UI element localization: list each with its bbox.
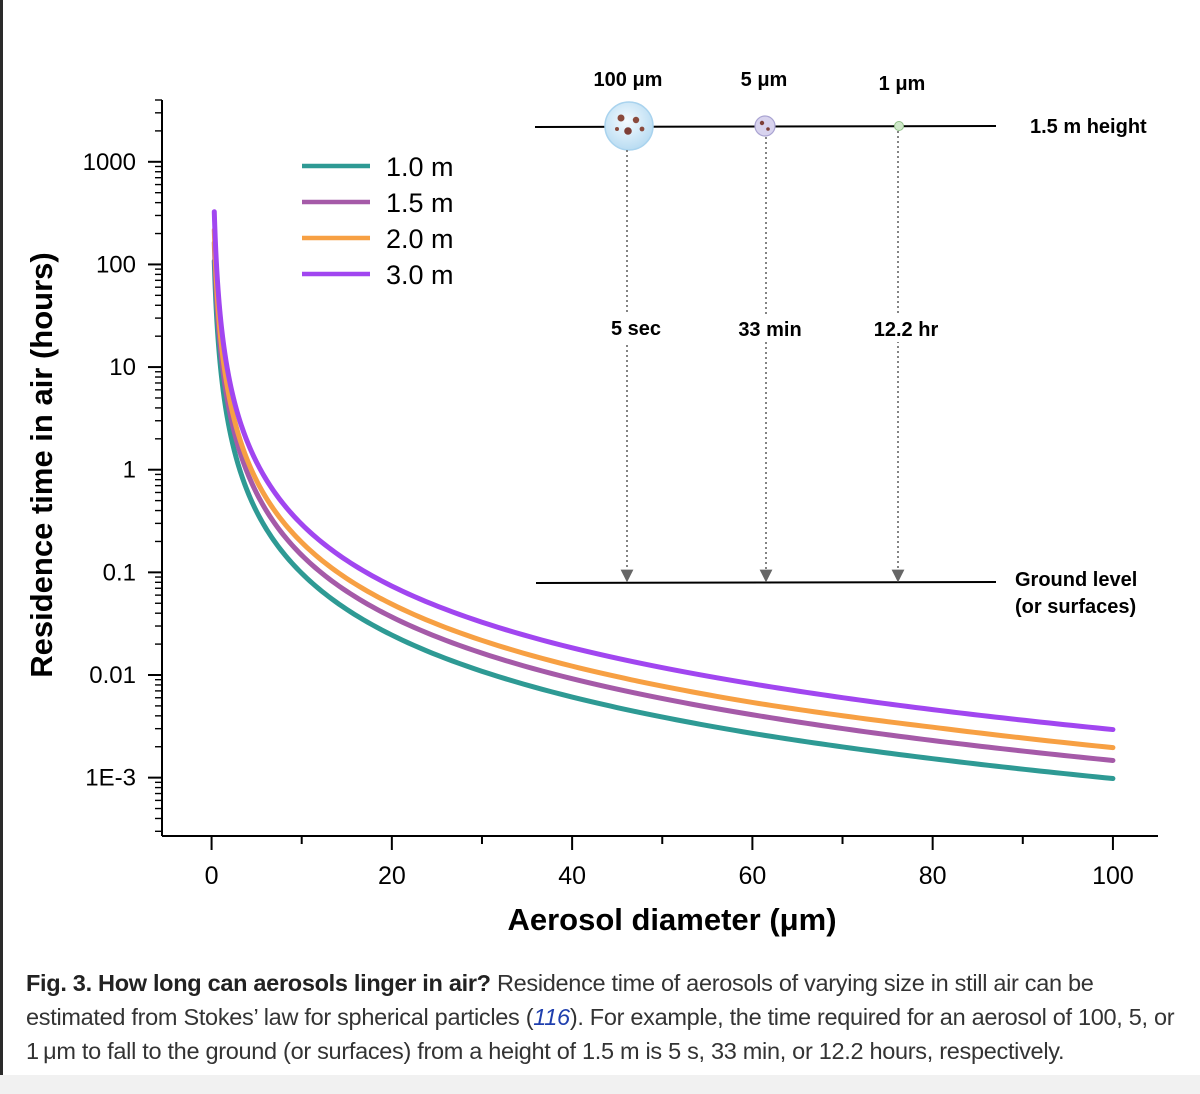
ground-line — [535, 581, 997, 584]
residence-time-chart: 1000 100 10 1 0.1 0.01 1E-3 0 20 40 60 80 100 Aeros… — [24, 69, 1158, 937]
x-tick-label: 80 — [919, 862, 947, 890]
y-tick-label: 10 — [109, 354, 136, 381]
figure-caption: Fig. 3. How long can aerosols linger in … — [26, 966, 1186, 1068]
droplet-100um — [604, 101, 654, 151]
height-line-label: 1.5 m height — [1030, 116, 1147, 138]
series-line-4 — [211, 209, 1116, 733]
y-tick-label: 0.1 — [103, 559, 136, 586]
ground-line-label-1: Ground level — [1015, 569, 1137, 591]
x-tick-label: 100 — [1092, 862, 1134, 890]
time-label-bg-2 — [733, 314, 809, 342]
droplet-5um — [754, 115, 776, 137]
x-axis-label: Aerosol diameter (μm) — [507, 902, 836, 937]
x-tick-label: 0 — [205, 862, 219, 890]
y-tick-label: 0.01 — [89, 662, 136, 689]
virus-particle — [639, 126, 645, 132]
virus-particle — [615, 127, 619, 131]
x-tick-label: 40 — [558, 862, 586, 890]
caption-body-1: Residence time of aerosols of varying si… — [26, 970, 1094, 1030]
virus-particle — [617, 114, 625, 122]
fall-time-label-3: 12.2 hr — [874, 319, 939, 341]
virus-particle — [766, 127, 770, 131]
page-bottom-band — [0, 1075, 1200, 1094]
caption-title: Fig. 3. How long can aerosols linger in … — [26, 970, 491, 996]
ground-line-label-2: (or surfaces) — [1015, 596, 1136, 618]
caption-body-2: ). For example, the time required for an… — [26, 1004, 1175, 1064]
particle-size-label-3: 1 μm — [879, 73, 926, 95]
legend: 1.0 m 1.5 m 2.0 m 3.0 m — [302, 152, 454, 290]
droplet-1um — [894, 121, 904, 131]
page-left-rule — [0, 0, 3, 1094]
legend-label-2: 1.5 m — [386, 188, 454, 218]
y-axis-label: Residence time in air (hours) — [24, 252, 59, 678]
virus-particle — [759, 120, 765, 126]
settling-diagram: 1.5 m height Ground level (or surfaces) … — [534, 69, 1147, 618]
legend-label-3: 2.0 m — [386, 224, 454, 254]
virus-particle — [632, 116, 640, 124]
particle-size-label-1: 100 μm — [594, 69, 663, 91]
y-tick-label: 100 — [96, 251, 136, 278]
y-tick-label: 1000 — [83, 149, 136, 176]
time-label-bg-3 — [866, 314, 946, 342]
virus-particle — [624, 127, 632, 135]
x-tick-label: 20 — [378, 862, 406, 890]
series-line-2 — [211, 240, 1116, 763]
reference-link[interactable]: 116 — [533, 1004, 570, 1030]
time-label-bg-1 — [597, 314, 657, 342]
legend-label-4: 3.0 m — [386, 260, 454, 290]
legend-label-1: 1.0 m — [386, 152, 454, 182]
particle-size-label-2: 5 μm — [741, 69, 788, 91]
y-tick-label: 1E-3 — [85, 765, 136, 792]
fall-time-label-1: 5 sec — [611, 318, 661, 340]
y-tick-label: 1 — [123, 457, 136, 484]
fall-time-label-2: 33 min — [738, 319, 801, 341]
x-tick-label: 60 — [738, 862, 766, 890]
